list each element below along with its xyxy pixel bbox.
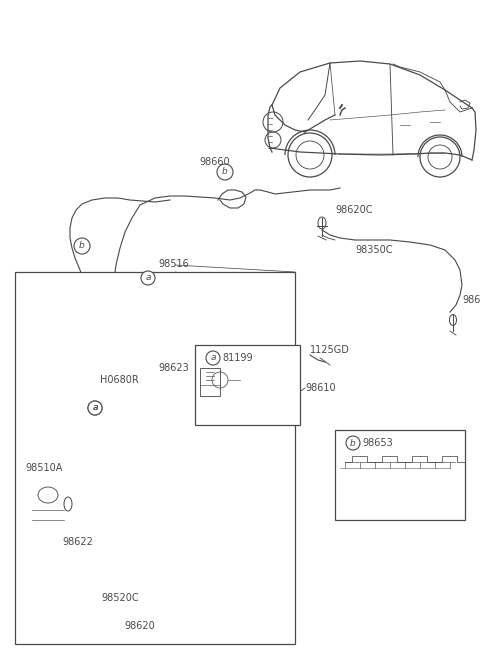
Bar bbox=[32, 482, 64, 532]
Bar bbox=[15, 272, 295, 644]
Text: 1125GD: 1125GD bbox=[310, 345, 350, 355]
Text: b: b bbox=[222, 167, 228, 176]
Bar bbox=[44, 548, 66, 564]
Text: a: a bbox=[92, 403, 98, 413]
Text: 98516: 98516 bbox=[158, 259, 189, 269]
Circle shape bbox=[88, 401, 102, 415]
Bar bbox=[200, 368, 220, 396]
Bar bbox=[195, 345, 300, 425]
Text: 98630D: 98630D bbox=[462, 295, 480, 305]
Text: a: a bbox=[145, 274, 151, 283]
Text: 98350C: 98350C bbox=[355, 245, 393, 255]
Text: a: a bbox=[92, 403, 98, 413]
Text: 98510A: 98510A bbox=[25, 463, 62, 473]
Bar bbox=[335, 430, 465, 520]
Text: 98623: 98623 bbox=[158, 363, 189, 373]
Ellipse shape bbox=[129, 472, 169, 484]
Text: H0680R: H0680R bbox=[100, 375, 139, 385]
Circle shape bbox=[74, 238, 90, 254]
Ellipse shape bbox=[129, 376, 169, 390]
Circle shape bbox=[346, 436, 360, 450]
Text: a: a bbox=[210, 354, 216, 363]
Circle shape bbox=[141, 271, 155, 285]
Text: 98610: 98610 bbox=[305, 383, 336, 393]
Circle shape bbox=[206, 351, 220, 365]
Text: 81199: 81199 bbox=[222, 353, 252, 363]
Circle shape bbox=[217, 164, 233, 180]
Circle shape bbox=[88, 401, 102, 415]
Text: 98620C: 98620C bbox=[335, 205, 372, 215]
Ellipse shape bbox=[121, 570, 139, 580]
Text: 98660: 98660 bbox=[200, 157, 230, 167]
Polygon shape bbox=[80, 475, 215, 572]
Text: 98520C: 98520C bbox=[101, 593, 139, 603]
Text: b: b bbox=[350, 438, 356, 447]
Text: 98620: 98620 bbox=[125, 621, 156, 631]
Ellipse shape bbox=[133, 384, 165, 396]
Text: 98622: 98622 bbox=[62, 537, 93, 547]
Text: b: b bbox=[79, 241, 85, 251]
Text: 98653: 98653 bbox=[362, 438, 393, 448]
